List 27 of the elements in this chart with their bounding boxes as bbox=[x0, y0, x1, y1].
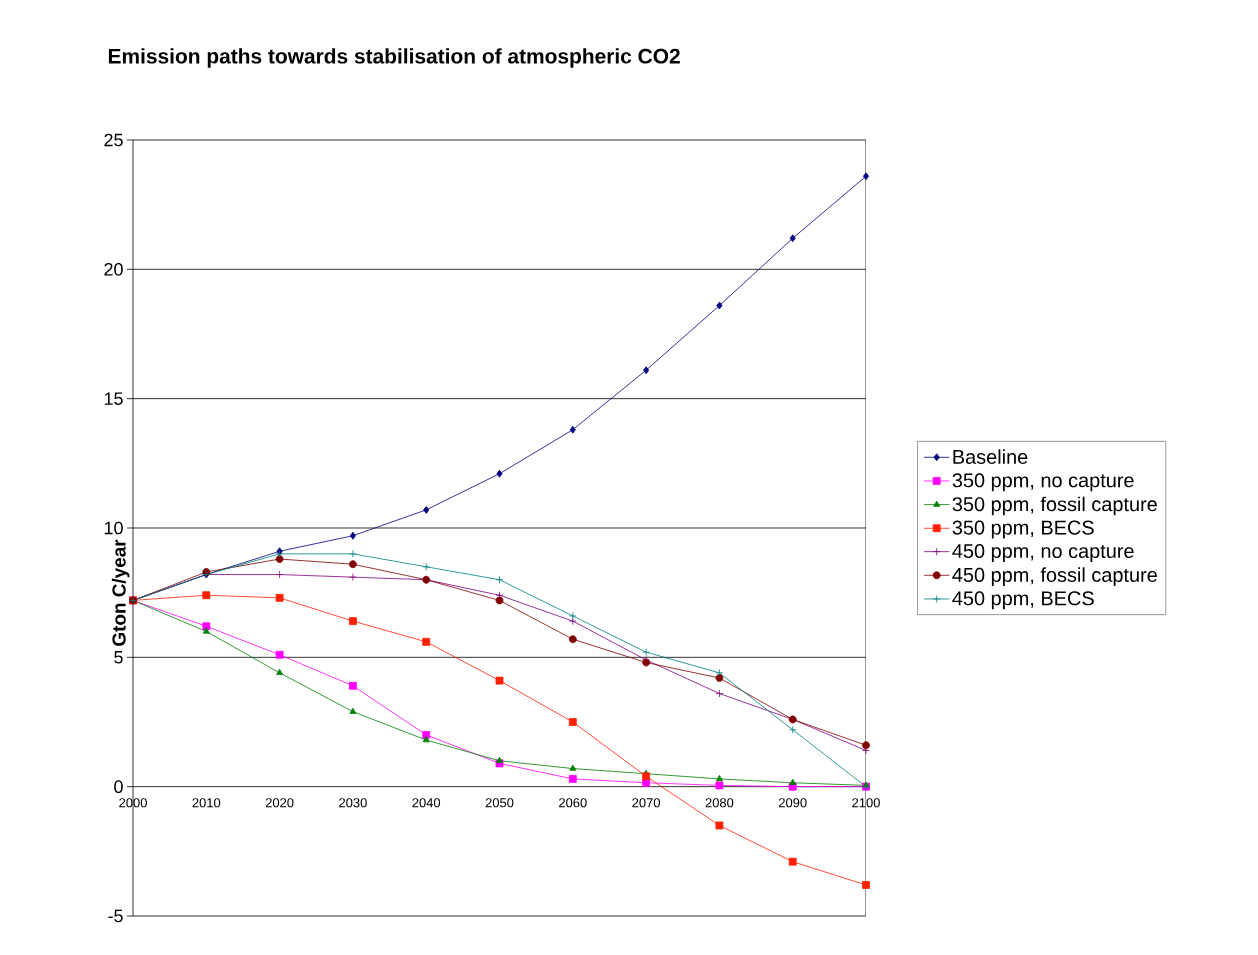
x-tick-label: 2030 bbox=[339, 798, 367, 808]
x-tick-label: 2100 bbox=[852, 798, 880, 808]
x-tick-label: 2050 bbox=[485, 798, 514, 808]
x-tick-label: 2080 bbox=[705, 798, 734, 808]
x-tick-label: 2040 bbox=[412, 798, 441, 808]
legend-label: 350 ppm, fossil capture bbox=[952, 496, 1157, 516]
x-tick-label: 2070 bbox=[632, 798, 661, 808]
legend-label: 350 ppm, no capture bbox=[952, 473, 1134, 492]
legend-label: 450 ppm, BECS bbox=[952, 591, 1094, 610]
y-tick-label: 5 bbox=[114, 651, 123, 664]
x-tick-label: 2060 bbox=[559, 798, 587, 808]
legend-label: Baseline bbox=[953, 449, 1028, 464]
legend-label: 450 ppm, no capture bbox=[952, 543, 1134, 562]
chart-title: Emission paths towards stabilisation of atmospheric CO2 bbox=[108, 48, 680, 68]
legend-label: 450 ppm, fossil capture bbox=[952, 567, 1157, 586]
y-tick-label: 10 bbox=[104, 521, 123, 535]
y-tick-label: 15 bbox=[104, 392, 123, 405]
y-axis-title: Gton C/year bbox=[111, 539, 130, 646]
x-tick-label: 2090 bbox=[778, 798, 807, 808]
y-tick-label: 25 bbox=[104, 133, 123, 147]
x-tick-label: 2020 bbox=[265, 798, 294, 808]
x-tick-label: 2010 bbox=[192, 798, 221, 808]
y-tick-label: 20 bbox=[104, 262, 123, 276]
legend-label: 350 ppm, BECS bbox=[952, 520, 1094, 539]
y-tick-label: -5 bbox=[108, 909, 123, 923]
y-tick-label: 0 bbox=[114, 780, 123, 794]
x-tick-label: 2000 bbox=[119, 798, 147, 808]
